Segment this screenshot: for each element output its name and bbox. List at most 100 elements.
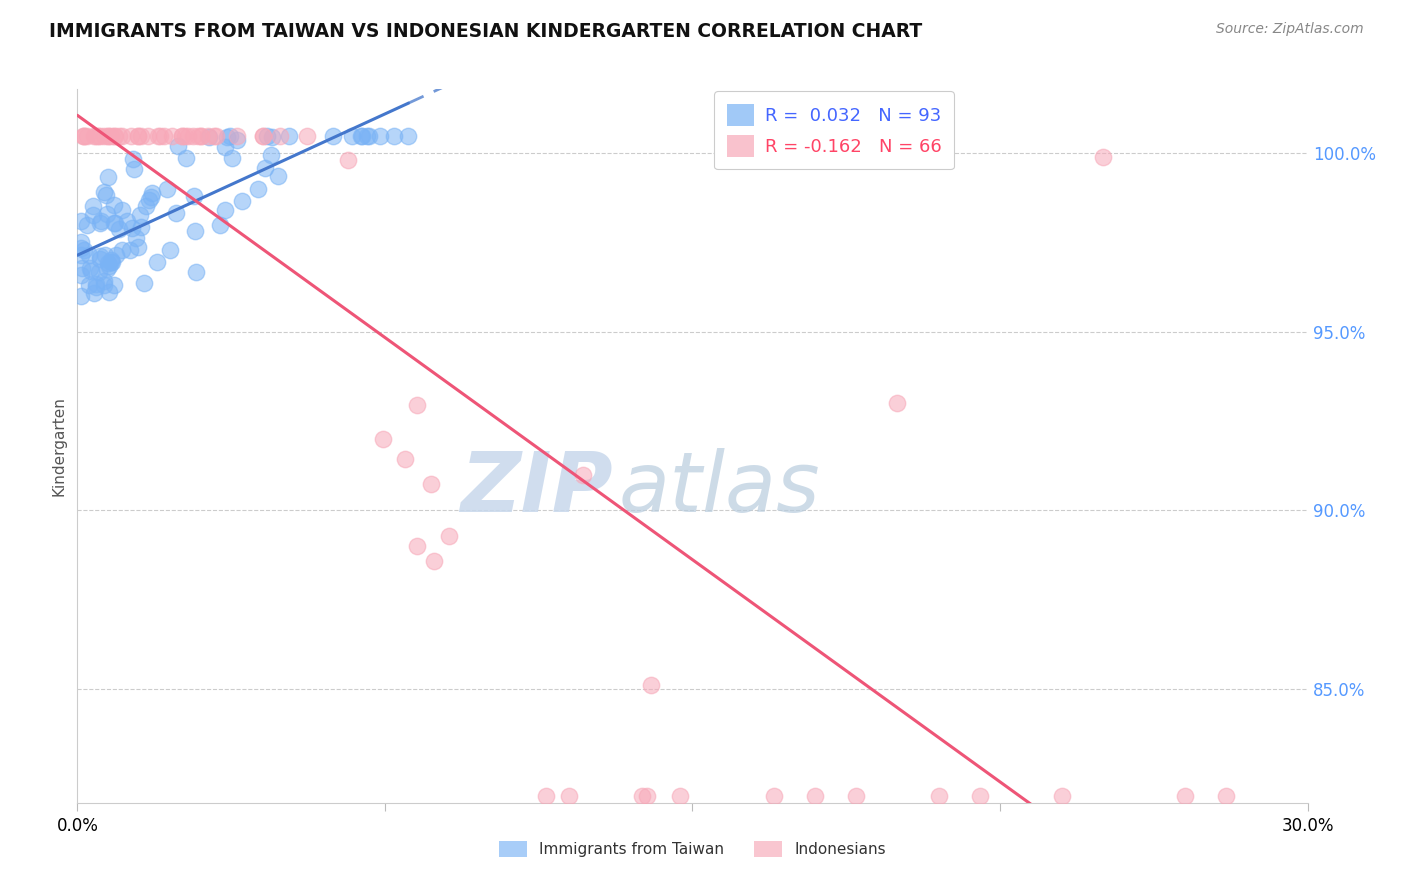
Point (118, 243, 141, 257)
Point (204, 128, 226, 143)
Point (231, 194, 253, 209)
Point (419, 477, 441, 491)
Point (73, 128, 96, 143)
Point (156, 182, 179, 196)
Point (87, 128, 110, 143)
Point (267, 169, 290, 183)
Point (254, 161, 277, 175)
Point (115, 214, 138, 228)
Point (94, 187, 117, 202)
Point (1050, 789, 1073, 803)
Point (70, 235, 93, 249)
Point (76, 128, 98, 143)
Point (536, 789, 558, 803)
Point (100, 254, 122, 268)
Point (93, 278, 115, 293)
Point (138, 193, 160, 207)
Point (636, 789, 658, 803)
Point (70, 289, 93, 303)
Point (129, 128, 152, 143)
Point (187, 128, 209, 143)
Point (405, 539, 427, 553)
Point (103, 128, 125, 143)
Point (93, 185, 115, 199)
Point (127, 128, 149, 143)
Point (205, 128, 228, 143)
Point (97, 255, 120, 269)
Point (221, 152, 243, 166)
Point (103, 278, 125, 293)
Point (181, 128, 204, 143)
Point (84, 280, 107, 294)
Point (79, 261, 101, 276)
Point (97, 260, 120, 274)
Point (176, 151, 198, 165)
Point (295, 128, 318, 143)
Point (70, 261, 93, 276)
Point (129, 220, 152, 235)
Point (371, 432, 394, 446)
Point (135, 199, 157, 213)
Point (357, 128, 380, 143)
Y-axis label: Kindergarten: Kindergarten (51, 396, 66, 496)
Point (97, 169, 120, 184)
Point (269, 128, 291, 143)
Point (558, 789, 581, 803)
Point (340, 128, 363, 143)
Point (122, 153, 145, 167)
Point (167, 139, 190, 153)
Point (103, 216, 125, 230)
Point (174, 128, 197, 143)
Point (160, 128, 183, 143)
Point (100, 128, 122, 143)
Point (72, 128, 94, 143)
Point (93, 248, 115, 262)
Point (177, 128, 200, 143)
Point (110, 128, 132, 143)
Text: ZIP: ZIP (460, 449, 613, 529)
Point (152, 128, 174, 143)
Point (350, 128, 373, 143)
Point (121, 220, 143, 235)
Point (141, 186, 163, 201)
Point (100, 253, 122, 268)
Point (226, 133, 249, 147)
Point (370, 128, 392, 143)
Point (252, 128, 274, 143)
Point (100, 254, 122, 268)
Point (148, 128, 170, 143)
Point (166, 206, 188, 220)
Point (127, 128, 149, 143)
Point (138, 128, 160, 143)
Point (184, 223, 207, 237)
Point (928, 789, 950, 803)
Text: IMMIGRANTS FROM TAIWAN VS INDONESIAN KINDERGARTEN CORRELATION CHART: IMMIGRANTS FROM TAIWAN VS INDONESIAN KIN… (49, 22, 922, 41)
Point (127, 239, 149, 253)
Point (763, 789, 786, 803)
Point (77, 247, 100, 261)
Point (84, 277, 107, 291)
Point (149, 128, 172, 143)
Point (76, 218, 98, 232)
Point (886, 396, 908, 410)
Point (108, 222, 131, 236)
Point (214, 140, 236, 154)
Legend: Immigrants from Taiwan, Indonesians: Immigrants from Taiwan, Indonesians (494, 835, 891, 863)
Point (90, 213, 112, 227)
Point (382, 128, 405, 143)
Point (845, 789, 868, 803)
Point (84, 128, 107, 143)
Point (120, 128, 142, 143)
Point (104, 128, 127, 143)
Point (132, 276, 155, 290)
Point (396, 128, 419, 143)
Point (394, 452, 416, 467)
Point (640, 678, 662, 692)
Point (225, 128, 247, 143)
Point (73, 243, 96, 257)
Point (437, 529, 460, 543)
Point (668, 789, 690, 803)
Point (256, 128, 278, 143)
Point (98, 285, 121, 300)
Point (190, 128, 212, 143)
